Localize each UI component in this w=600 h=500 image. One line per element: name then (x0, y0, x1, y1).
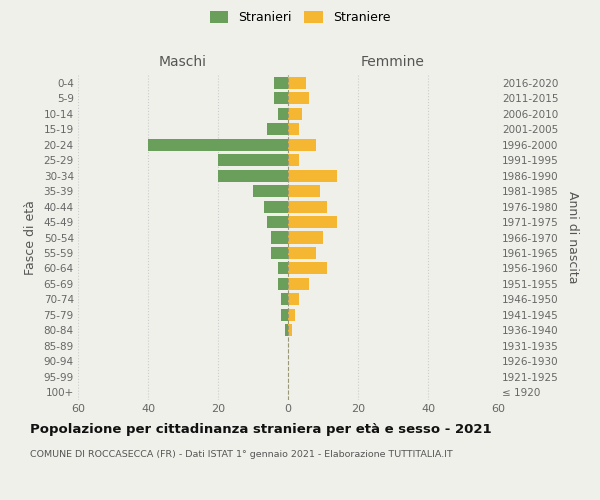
Bar (271, 247, 288, 259)
Bar (288, 138, 316, 150)
Bar (284, 324, 288, 336)
Bar (274, 92, 288, 104)
Legend: Stranieri, Straniere: Stranieri, Straniere (207, 8, 393, 26)
Bar (288, 185, 320, 197)
Bar (281, 309, 288, 321)
Bar (288, 232, 323, 243)
Bar (288, 294, 299, 306)
Bar (288, 170, 337, 181)
Bar (218, 154, 288, 166)
Bar (288, 108, 302, 120)
Y-axis label: Fasce di età: Fasce di età (23, 200, 37, 275)
Bar (218, 170, 288, 181)
Bar (288, 309, 295, 321)
Bar (288, 123, 299, 135)
Bar (148, 138, 288, 150)
Bar (271, 232, 288, 243)
Bar (288, 200, 326, 212)
Bar (288, 262, 326, 274)
Bar (288, 247, 316, 259)
Bar (277, 108, 288, 120)
Bar (288, 154, 299, 166)
Bar (277, 278, 288, 290)
Text: Maschi: Maschi (159, 55, 207, 69)
Bar (288, 76, 305, 89)
Text: Femmine: Femmine (361, 55, 425, 69)
Bar (288, 92, 309, 104)
Bar (267, 216, 288, 228)
Bar (263, 200, 288, 212)
Text: COMUNE DI ROCCASECCA (FR) - Dati ISTAT 1° gennaio 2021 - Elaborazione TUTTITALIA: COMUNE DI ROCCASECCA (FR) - Dati ISTAT 1… (30, 450, 453, 459)
Bar (253, 185, 288, 197)
Bar (267, 123, 288, 135)
Text: Popolazione per cittadinanza straniera per età e sesso - 2021: Popolazione per cittadinanza straniera p… (30, 422, 491, 436)
Bar (288, 216, 337, 228)
Y-axis label: Anni di nascita: Anni di nascita (566, 191, 579, 284)
Bar (277, 262, 288, 274)
Bar (288, 278, 309, 290)
Bar (288, 324, 292, 336)
Bar (274, 76, 288, 89)
Bar (281, 294, 288, 306)
